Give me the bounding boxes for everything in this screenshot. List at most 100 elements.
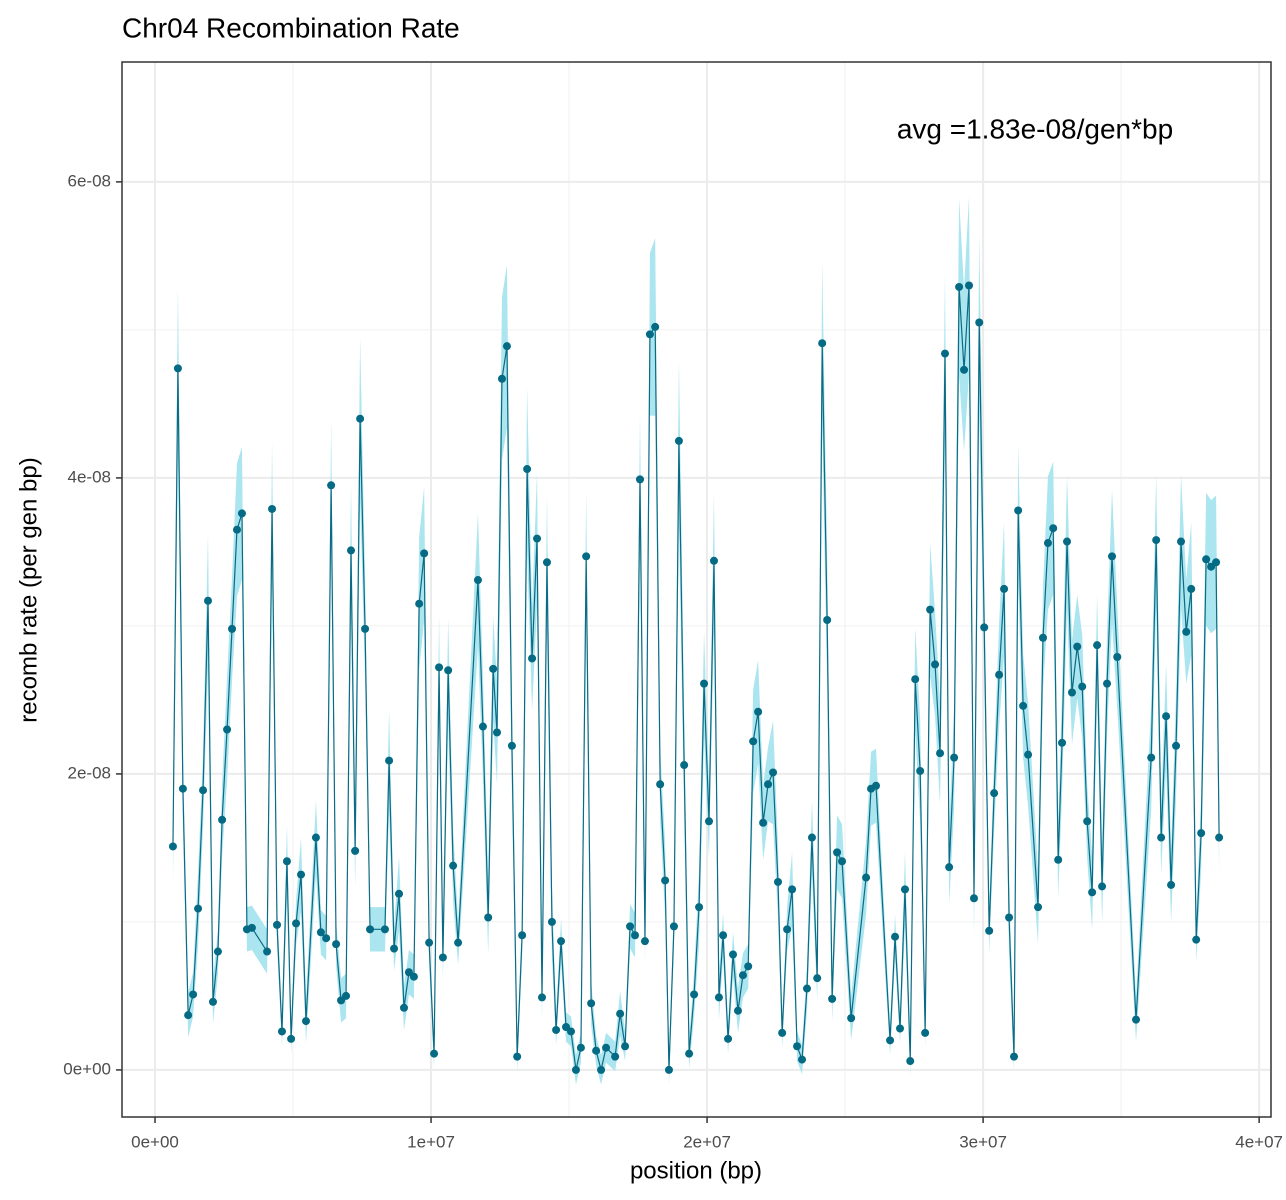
data-point xyxy=(719,931,728,940)
data-point xyxy=(995,670,1004,679)
data-point xyxy=(645,330,654,339)
data-point xyxy=(518,931,527,940)
data-point xyxy=(399,1003,408,1012)
data-point xyxy=(793,1042,802,1051)
data-point xyxy=(1024,750,1033,759)
data-point xyxy=(297,870,306,879)
data-point xyxy=(838,857,847,866)
data-point xyxy=(1073,642,1082,651)
data-point xyxy=(674,436,683,445)
data-point xyxy=(430,1049,439,1058)
data-point xyxy=(896,1024,905,1033)
data-point xyxy=(980,623,989,632)
data-point xyxy=(247,923,256,932)
data-point xyxy=(523,465,532,474)
data-point xyxy=(635,475,644,484)
data-point xyxy=(724,1034,733,1043)
data-point xyxy=(342,991,351,1000)
data-point xyxy=(1083,817,1092,826)
data-point xyxy=(1108,552,1117,561)
data-point xyxy=(332,940,341,949)
data-point xyxy=(218,815,227,824)
data-point xyxy=(1063,537,1072,546)
data-point xyxy=(415,599,424,608)
data-point xyxy=(557,937,566,946)
data-point xyxy=(690,990,699,999)
data-point xyxy=(1172,741,1181,750)
data-point xyxy=(669,922,678,931)
data-point xyxy=(965,281,974,290)
data-point xyxy=(292,919,301,928)
data-point xyxy=(542,558,551,567)
grid xyxy=(122,62,1271,1117)
y-axis-label: recomb rate (per gen bp) xyxy=(15,457,42,722)
data-point xyxy=(213,947,222,956)
data-point xyxy=(616,1009,625,1018)
data-point xyxy=(813,974,822,983)
data-line xyxy=(172,285,1220,1071)
data-point xyxy=(194,904,203,913)
data-point xyxy=(906,1057,915,1066)
axes: 0e+00 1e+07 2e+07 3e+07 4e+07 0e+00 2e-08 4e-08… xyxy=(63,171,1283,1151)
data-point xyxy=(1014,506,1023,515)
data-point xyxy=(566,1027,575,1036)
data-point xyxy=(656,780,665,789)
data-point xyxy=(1132,1015,1141,1024)
data-point xyxy=(1202,555,1211,564)
data-point xyxy=(232,525,241,534)
data-point xyxy=(823,615,832,624)
x-axis-label: position (bp) xyxy=(630,1157,762,1184)
data-point xyxy=(911,675,920,684)
data-point xyxy=(941,349,950,358)
data-point xyxy=(602,1043,611,1052)
data-point xyxy=(1177,537,1186,546)
data-point xyxy=(316,928,325,937)
data-point xyxy=(263,947,272,956)
data-point xyxy=(744,962,753,971)
data-point xyxy=(738,971,747,980)
data-point xyxy=(798,1055,807,1064)
data-point xyxy=(1182,627,1191,636)
data-point xyxy=(273,920,282,929)
data-point xyxy=(395,889,404,898)
data-point xyxy=(950,753,959,762)
data-point xyxy=(921,1028,930,1037)
data-point xyxy=(351,846,360,855)
data-point xyxy=(327,481,336,490)
data-point xyxy=(199,786,208,795)
data-point xyxy=(409,972,418,981)
data-point xyxy=(891,932,900,941)
data-point xyxy=(945,863,954,872)
x-tick-label: 3e+07 xyxy=(959,1132,1007,1151)
data-point xyxy=(729,950,738,959)
data-point xyxy=(969,894,978,903)
data-point xyxy=(680,761,689,770)
data-point xyxy=(390,944,399,953)
data-point xyxy=(576,1043,585,1052)
data-point xyxy=(1098,882,1107,891)
data-point xyxy=(346,546,355,555)
data-point xyxy=(528,654,537,663)
data-point xyxy=(916,766,925,775)
data-point xyxy=(189,990,198,999)
data-point xyxy=(631,931,640,940)
data-point xyxy=(774,877,783,886)
data-point xyxy=(1192,935,1201,944)
y-tick-label: 6e-08 xyxy=(68,171,111,190)
data-point xyxy=(936,749,945,758)
data-point xyxy=(1157,833,1166,842)
data-point xyxy=(473,576,482,585)
data-point xyxy=(1043,539,1052,548)
data-point xyxy=(361,624,370,633)
data-point xyxy=(533,534,542,543)
data-point xyxy=(497,374,506,383)
data-point xyxy=(1038,633,1047,642)
data-point xyxy=(237,509,246,518)
data-point xyxy=(1058,738,1067,747)
data-point xyxy=(484,913,493,922)
data-point xyxy=(571,1065,580,1074)
data-point xyxy=(1147,753,1156,762)
data-point xyxy=(385,756,394,765)
data-point xyxy=(223,725,232,734)
